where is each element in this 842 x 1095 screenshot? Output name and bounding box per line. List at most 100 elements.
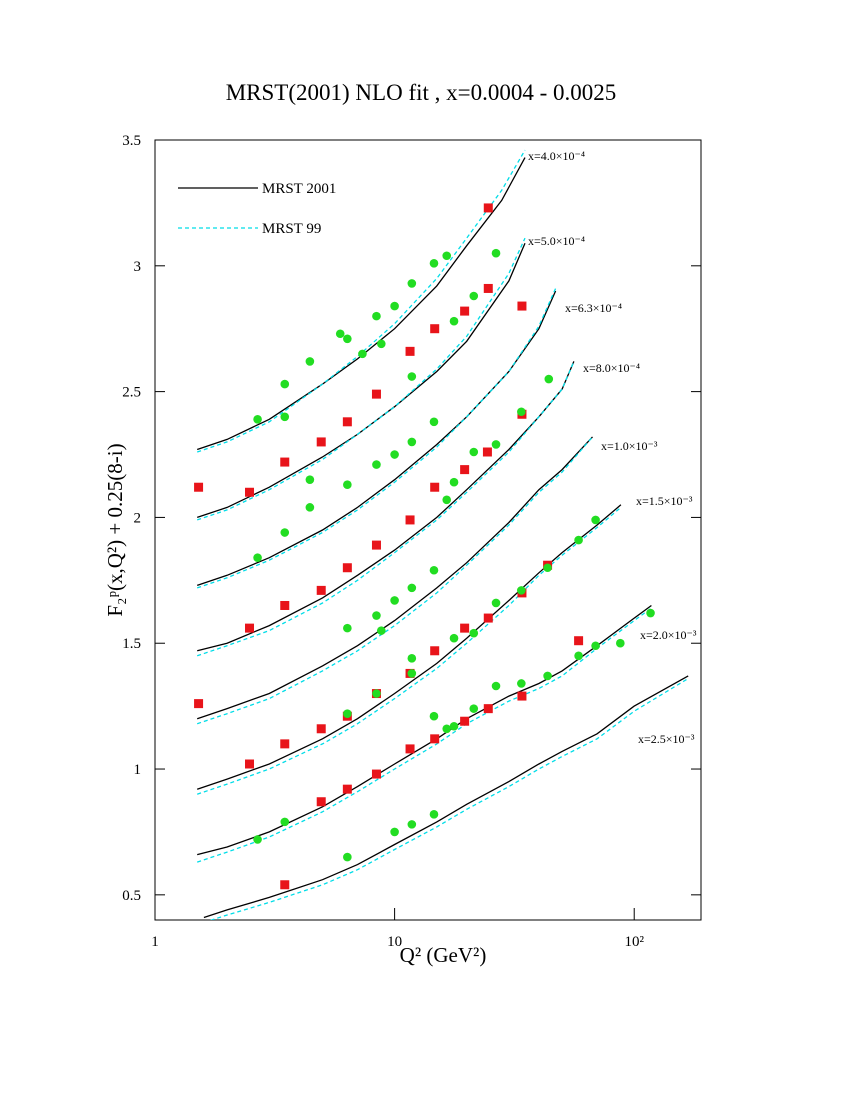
data-point: [574, 651, 583, 661]
data-point: [371, 389, 381, 399]
data-point: [280, 600, 290, 610]
data-point: [442, 251, 452, 261]
data-point: [280, 379, 290, 389]
data-point: [429, 258, 439, 268]
data-point: [253, 835, 262, 844]
data-point: [544, 374, 554, 384]
data-point: [343, 334, 352, 344]
y-tick-label: 0.5: [122, 888, 141, 904]
data-point: [245, 759, 255, 769]
data-point: [429, 810, 439, 819]
data-point: [253, 553, 262, 562]
data-point: [343, 480, 352, 490]
data-point: [460, 716, 470, 726]
curve: [196, 607, 652, 863]
y-tick-label: 1: [134, 762, 142, 778]
curve-label: x=1.5×10⁻³: [636, 494, 693, 508]
y-tick-label: 3.5: [122, 133, 141, 149]
data-point: [574, 535, 583, 545]
data-point: [491, 440, 501, 449]
data-point: [342, 417, 352, 427]
curve-label: x=2.0×10⁻³: [640, 628, 697, 642]
data-point: [390, 596, 399, 605]
x-tick-label: 10: [387, 934, 402, 950]
data-point: [543, 671, 552, 681]
curve-label: x=8.0×10⁻⁴: [583, 361, 640, 375]
legend-label: MRST 2001: [262, 181, 336, 197]
curve: [196, 504, 622, 790]
data-point: [194, 699, 204, 709]
data-point: [430, 324, 440, 334]
data-point: [460, 306, 470, 316]
legend-label: MRST 99: [262, 221, 321, 237]
data-point: [405, 744, 415, 754]
curve: [209, 677, 689, 920]
data-point: [335, 329, 345, 339]
chart-title: MRST(2001) NLO fit , x=0.0004 - 0.0025: [226, 80, 617, 105]
data-point: [280, 739, 290, 749]
data-point: [591, 641, 600, 651]
curve: [196, 242, 526, 519]
curve-label: x=2.5×10⁻³: [638, 732, 695, 746]
data-point: [407, 372, 417, 381]
data-point: [372, 611, 381, 620]
y-tick-label: 2: [134, 510, 142, 526]
data-point: [616, 638, 625, 648]
data-point: [442, 495, 452, 505]
data-point: [449, 721, 459, 731]
curve: [196, 288, 557, 589]
data-point: [342, 784, 352, 794]
data-point: [405, 515, 415, 525]
data-point: [407, 583, 417, 593]
data-point: [449, 477, 459, 487]
data-point: [517, 586, 526, 595]
data-point: [358, 349, 367, 359]
data-point: [449, 316, 459, 326]
curve-label: x=5.0×10⁻⁴: [528, 234, 585, 248]
data-point: [342, 563, 352, 573]
y-tick-label: 3: [134, 259, 142, 275]
data-point: [280, 880, 290, 890]
data-point: [517, 301, 527, 311]
data-point: [305, 503, 315, 512]
data-point: [343, 623, 352, 633]
data-point: [390, 450, 399, 459]
curve: [203, 675, 689, 919]
data-point: [517, 679, 526, 688]
data-point: [407, 669, 417, 678]
curve: [196, 436, 593, 725]
data-point: [377, 339, 386, 349]
data-point: [430, 734, 440, 744]
curve: [196, 157, 526, 451]
plot-frame: [154, 139, 702, 921]
curve: [197, 361, 575, 652]
data-point: [469, 447, 479, 457]
data-point: [517, 691, 527, 701]
data-point: [280, 412, 290, 422]
data-point: [305, 357, 315, 366]
curve-label: x=4.0×10⁻⁴: [528, 149, 585, 163]
data-point: [280, 528, 290, 537]
data-point: [405, 346, 415, 356]
data-point: [377, 626, 386, 635]
curve: [196, 436, 593, 720]
data-point: [517, 407, 526, 417]
x-tick-label: 1: [151, 934, 159, 950]
data-point: [483, 203, 493, 213]
data-point: [407, 654, 417, 663]
y-tick-label: 2.5: [122, 385, 141, 401]
curve-label: x=6.3×10⁻⁴: [565, 301, 622, 315]
data-point: [646, 608, 655, 618]
data-point: [305, 475, 315, 484]
data-point: [245, 623, 255, 633]
curve-label: x=1.0×10⁻³: [601, 439, 658, 453]
data-point: [343, 709, 352, 718]
data-point: [482, 447, 492, 457]
y-axis-label: F₂ᵖ(x,Q²) + 0.25(8-i): [103, 443, 127, 616]
data-point: [574, 636, 584, 646]
data-point: [280, 457, 290, 467]
data-point: [469, 291, 479, 301]
data-point: [316, 724, 326, 734]
data-point: [371, 769, 381, 779]
